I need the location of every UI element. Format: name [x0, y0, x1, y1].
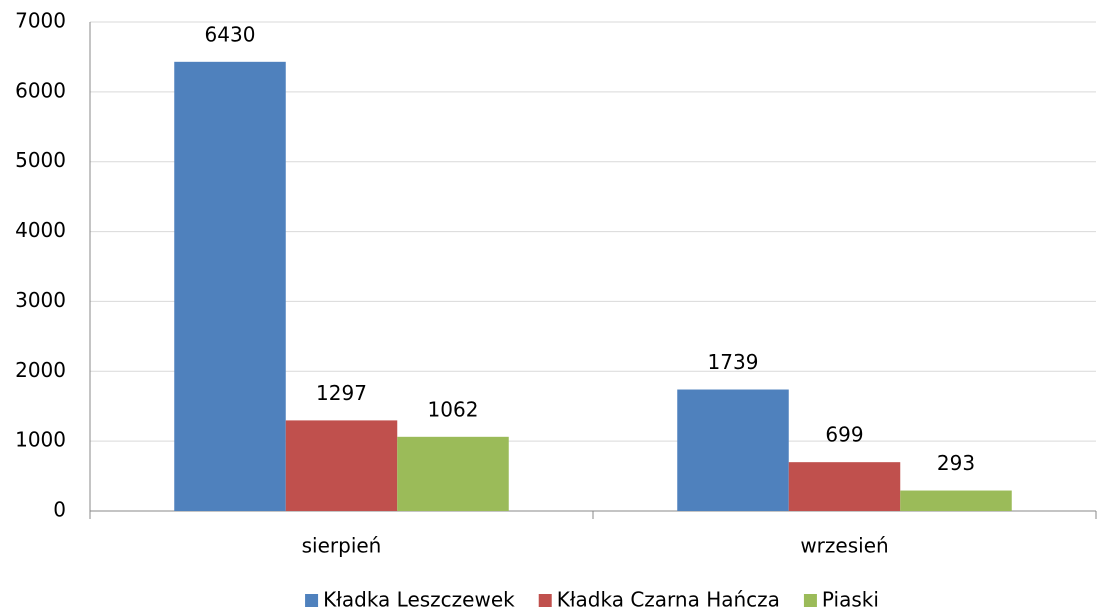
legend-swatch — [305, 594, 319, 607]
value-label: 1739 — [708, 350, 759, 374]
value-label: 699 — [825, 423, 863, 447]
x-tick-label: sierpień — [302, 534, 382, 558]
bar — [397, 436, 509, 511]
y-tick-label: 7000 — [15, 9, 66, 33]
legend-swatch — [803, 594, 817, 607]
legend-label: Kładka Leszczewek — [323, 588, 515, 612]
value-label: 293 — [937, 451, 975, 475]
value-label: 1062 — [428, 397, 479, 421]
y-tick-label: 1000 — [15, 428, 66, 452]
y-tick-label: 5000 — [15, 148, 66, 172]
y-tick-label: 0 — [53, 498, 66, 522]
value-label: 1297 — [316, 381, 367, 405]
y-tick-label: 2000 — [15, 358, 66, 382]
bar — [174, 61, 286, 511]
bar — [900, 490, 1012, 511]
legend-label: Piaski — [822, 588, 879, 612]
bar — [285, 420, 398, 511]
y-tick-label: 3000 — [15, 288, 66, 312]
y-tick-label: 4000 — [15, 218, 66, 242]
x-tick-label: wrzesień — [800, 534, 888, 558]
value-label: 6430 — [205, 22, 256, 46]
y-tick-label: 6000 — [15, 78, 66, 102]
legend-swatch — [538, 594, 552, 607]
bar — [788, 462, 901, 511]
legend-label: Kładka Czarna Hańcza — [557, 588, 780, 612]
bar — [677, 389, 789, 511]
